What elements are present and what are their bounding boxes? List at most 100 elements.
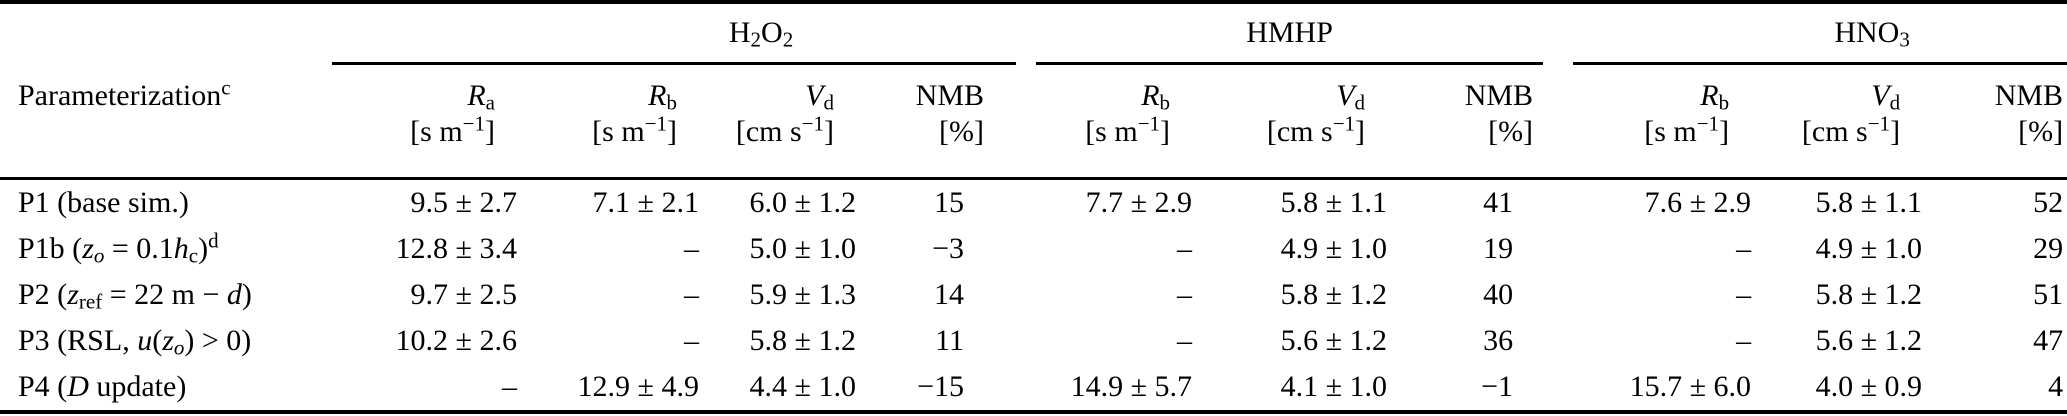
value-cell-vd-hmhp: 4.9 ± 1.0 <box>1280 232 1388 265</box>
value-cell-vd-h2o2: 5.9 ± 1.3 <box>749 278 856 311</box>
value-cell-nmb-h2o2: 15 <box>934 186 965 219</box>
value-cell-rb-hmhp: – <box>1177 232 1193 265</box>
table-row-p2: P2 (zref = 22 m − d) 9.7 ± 2.5 – 5.9 ± 1.3 1… <box>0 272 2067 318</box>
group-spacer <box>1016 2 1036 64</box>
column-units-row: [s m−1] [s m−1] [cm s−1] [%] [s m−1] [cm… <box>0 113 2067 180</box>
value-cell-vd-hmhp: 5.6 ± 1.2 <box>1280 324 1388 357</box>
group-spacer <box>1543 2 1573 64</box>
value-cell-vd-h2o2: 4.4 ± 1.0 <box>749 370 856 403</box>
value-cell-rb-hno3: – <box>1736 324 1752 357</box>
value-cell-nmb-h2o2: −15 <box>917 370 965 403</box>
value-cell-rb-hmhp: – <box>1177 324 1193 357</box>
group-header-hno3: HNO3 <box>1573 2 2067 65</box>
column-header-vd-hmhp: Vd <box>1336 79 1366 115</box>
value-cell-vd-hmhp: 4.1 ± 1.0 <box>1280 370 1388 403</box>
group-header-row: Parameterizationc H2O2 HMHP HNO3 <box>0 2 2067 180</box>
unit-header-rb-h2o2: [s m−1] <box>517 113 699 180</box>
group-spacer <box>1016 179 1036 227</box>
column-header-nmb-hno3: NMB <box>1994 79 2064 112</box>
value-cell-ra-h2o2: 12.8 ± 3.4 <box>395 232 517 265</box>
value-cell-nmb-hno3: 4 <box>2048 370 2064 403</box>
group-spacer <box>1543 272 1573 318</box>
unit-header-rb-hmhp: [s m−1] <box>1036 113 1193 180</box>
column-header-vd-h2o2: Vd <box>805 79 834 115</box>
group-spacer <box>1543 179 1573 227</box>
row-label-p2: P2 (zref = 22 m − d) <box>18 278 252 314</box>
column-header-nmb-hmhp: NMB <box>1464 79 1534 112</box>
value-cell-vd-hno3: 5.8 ± 1.2 <box>1815 278 1923 311</box>
value-cell-rb-hno3: 7.6 ± 2.9 <box>1644 186 1752 219</box>
row-label-p3: P3 (RSL, u(zo) > 0) <box>18 324 252 360</box>
table-row-p1: P1 (base sim.) 9.5 ± 2.7 7.1 ± 2.1 6.0 ± 1.… <box>0 179 2067 227</box>
column-header-rb-hmhp: Rb <box>1141 79 1171 115</box>
value-cell-nmb-h2o2: 14 <box>934 278 965 311</box>
unit-header-vd-hmhp: [cm s−1] <box>1192 113 1388 180</box>
column-names-row: Ra Rb Vd NMB Rb Vd NMB Rb Vd NMB <box>0 64 2067 115</box>
group-spacer <box>1016 113 1037 180</box>
value-cell-vd-hno3: 5.8 ± 1.1 <box>1815 186 1923 219</box>
group-spacer <box>1543 364 1573 412</box>
unit-header-nmb-h2o2: [%] <box>856 113 1017 180</box>
value-cell-nmb-hno3: 47 <box>2033 324 2064 357</box>
row-label-p1b: P1b (zo = 0.1hc)d <box>18 228 219 268</box>
value-cell-nmb-h2o2: 11 <box>935 324 965 357</box>
group-spacer <box>1016 226 1036 272</box>
value-cell-rb-h2o2: – <box>684 232 699 265</box>
table-row-p1b: P1b (zo = 0.1hc)d 12.8 ± 3.4 – 5.0 ± 1.0 −3 –… <box>0 226 2067 272</box>
value-cell-rb-h2o2: 7.1 ± 2.1 <box>592 186 699 219</box>
value-cell-vd-h2o2: 5.0 ± 1.0 <box>749 232 856 265</box>
value-cell-rb-hmhp: 14.9 ± 5.7 <box>1070 370 1193 403</box>
value-cell-vd-hmhp: 5.8 ± 1.1 <box>1280 186 1388 219</box>
value-cell-nmb-hno3: 52 <box>2033 186 2064 219</box>
group-spacer <box>1543 226 1573 272</box>
table-row-p3: P3 (RSL, u(zo) > 0) 10.2 ± 2.6 – 5.8 ± 1.2 1… <box>0 318 2067 364</box>
value-cell-ra-h2o2: – <box>502 370 517 403</box>
value-cell-nmb-hmhp: 40 <box>1483 278 1514 311</box>
group-spacer <box>1543 64 1573 114</box>
group-spacer <box>1016 364 1036 412</box>
value-cell-nmb-h2o2: −3 <box>932 232 965 265</box>
value-cell-rb-h2o2: 12.9 ± 4.9 <box>577 370 699 403</box>
unit-header-nmb-hno3: [%] <box>1922 113 2067 180</box>
column-header-nmb-h2o2: NMB <box>915 79 985 112</box>
group-header-hmhp: HMHP <box>1036 2 1544 65</box>
value-cell-ra-h2o2: 10.2 ± 2.6 <box>395 324 517 357</box>
value-cell-rb-hno3: – <box>1736 232 1752 265</box>
value-cell-rb-hno3: – <box>1736 278 1752 311</box>
column-header-ra-h2o2: Ra <box>467 79 495 115</box>
column-header-parameterization: Parameterizationc <box>0 2 332 180</box>
unit-header-ra-h2o2: [s m−1] <box>332 113 517 180</box>
table-body: P1 (base sim.) 9.5 ± 2.7 7.1 ± 2.1 6.0 ± 1.… <box>0 179 2067 413</box>
value-cell-nmb-hmhp: 19 <box>1483 232 1514 265</box>
unit-header-nmb-hmhp: [%] <box>1387 113 1544 180</box>
group-spacer <box>1543 318 1573 364</box>
value-cell-rb-h2o2: – <box>684 324 699 357</box>
value-cell-ra-h2o2: 9.5 ± 2.7 <box>410 186 517 219</box>
unit-header-vd-hno3: [cm s−1] <box>1751 113 1923 180</box>
table-row-p4: P4 (D update) – 12.9 ± 4.9 4.4 ± 1.0 −15 14.9… <box>0 364 2067 412</box>
column-header-rb-h2o2: Rb <box>648 79 677 115</box>
column-header-rb-hno3: Rb <box>1700 79 1730 115</box>
value-cell-nmb-hno3: 51 <box>2033 278 2064 311</box>
value-cell-rb-hmhp: – <box>1177 278 1193 311</box>
value-cell-ra-h2o2: 9.7 ± 2.5 <box>410 278 517 311</box>
group-spacer <box>1016 272 1036 318</box>
value-cell-vd-h2o2: 5.8 ± 1.2 <box>749 324 856 357</box>
group-spacer <box>1016 318 1036 364</box>
value-cell-nmb-hno3: 29 <box>2033 232 2064 265</box>
value-cell-vd-hmhp: 5.8 ± 1.2 <box>1280 278 1388 311</box>
value-cell-nmb-hmhp: 36 <box>1483 324 1514 357</box>
row-label-p4: P4 (D update) <box>18 370 187 403</box>
value-cell-rb-hno3: 15.7 ± 6.0 <box>1629 370 1752 403</box>
value-cell-nmb-hmhp: 41 <box>1483 186 1514 219</box>
group-spacer <box>1543 113 1574 180</box>
value-cell-vd-hno3: 5.6 ± 1.2 <box>1815 324 1923 357</box>
row-label-p1: P1 (base sim.) <box>18 186 189 219</box>
column-header-vd-hno3: Vd <box>1871 79 1901 115</box>
group-header-h2o2: H2O2 <box>332 2 1017 65</box>
value-cell-rb-hmhp: 7.7 ± 2.9 <box>1085 186 1193 219</box>
value-cell-rb-h2o2: – <box>684 278 699 311</box>
value-cell-vd-hno3: 4.0 ± 0.9 <box>1815 370 1923 403</box>
